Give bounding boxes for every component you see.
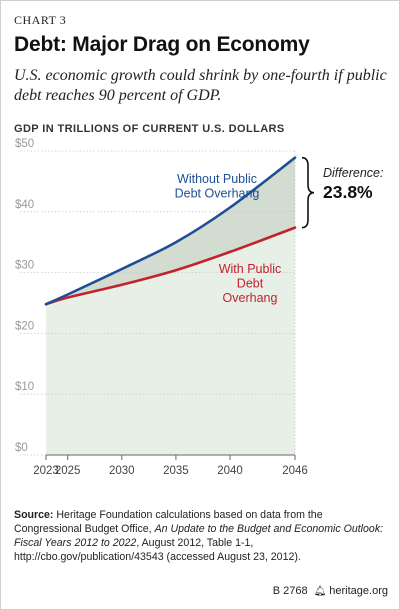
y-tick-label: $30 (15, 260, 34, 272)
source-rest: , August 2012, Table 1-1, http://cbo.gov… (14, 537, 301, 563)
site-link[interactable]: heritage.org (329, 585, 388, 597)
y-tick-label: $10 (15, 381, 34, 393)
area-under-with-debt (46, 227, 295, 455)
chart-subtitle: U.S. economic growth could shrink by one… (14, 67, 387, 104)
y-axis-label: GDP IN TRILLIONS OF CURRENT U.S. DOLLARS (14, 123, 285, 135)
difference-label: Difference: (323, 166, 383, 180)
y-tick-label: $40 (15, 199, 34, 211)
chart-title: Debt: Major Drag on Economy (14, 33, 310, 56)
y-tick-label: $20 (15, 320, 34, 332)
x-tick-label: 2023 (33, 465, 59, 477)
series-line-without-debt (44, 156, 297, 306)
y-tick-label: $50 (15, 138, 34, 150)
x-tick-label: 2040 (217, 465, 243, 477)
footer: B 2768 🔔︎ heritage.org (273, 585, 388, 597)
x-tick-label: 2025 (55, 465, 81, 477)
difference-brace (301, 156, 315, 229)
source-text: Heritage Foundation calculations based o… (14, 509, 323, 535)
bulletin-code: B 2768 (272, 585, 308, 597)
source-label: Source: (14, 509, 54, 521)
y-tick-label: $0 (15, 442, 28, 454)
difference-value: 23.8% (323, 182, 373, 202)
x-tick-label: 2030 (109, 465, 135, 477)
chart-kicker: CHART 3 (14, 13, 67, 27)
bell-icon: 🔔︎ (313, 586, 327, 597)
series-label-with-debt: With Public Debt Overhang (219, 262, 282, 305)
x-tick-label: 2035 (163, 465, 189, 477)
series-label-without-debt: Without Public Debt Overhang (175, 172, 260, 201)
x-tick-label: 2046 (282, 465, 308, 477)
source-title: An Update to the Budget and Economic Out… (14, 523, 384, 549)
area-difference (46, 157, 295, 305)
source-note: Source: Heritage Foundation calculations… (14, 508, 388, 564)
series-line-with-debt (44, 226, 297, 306)
